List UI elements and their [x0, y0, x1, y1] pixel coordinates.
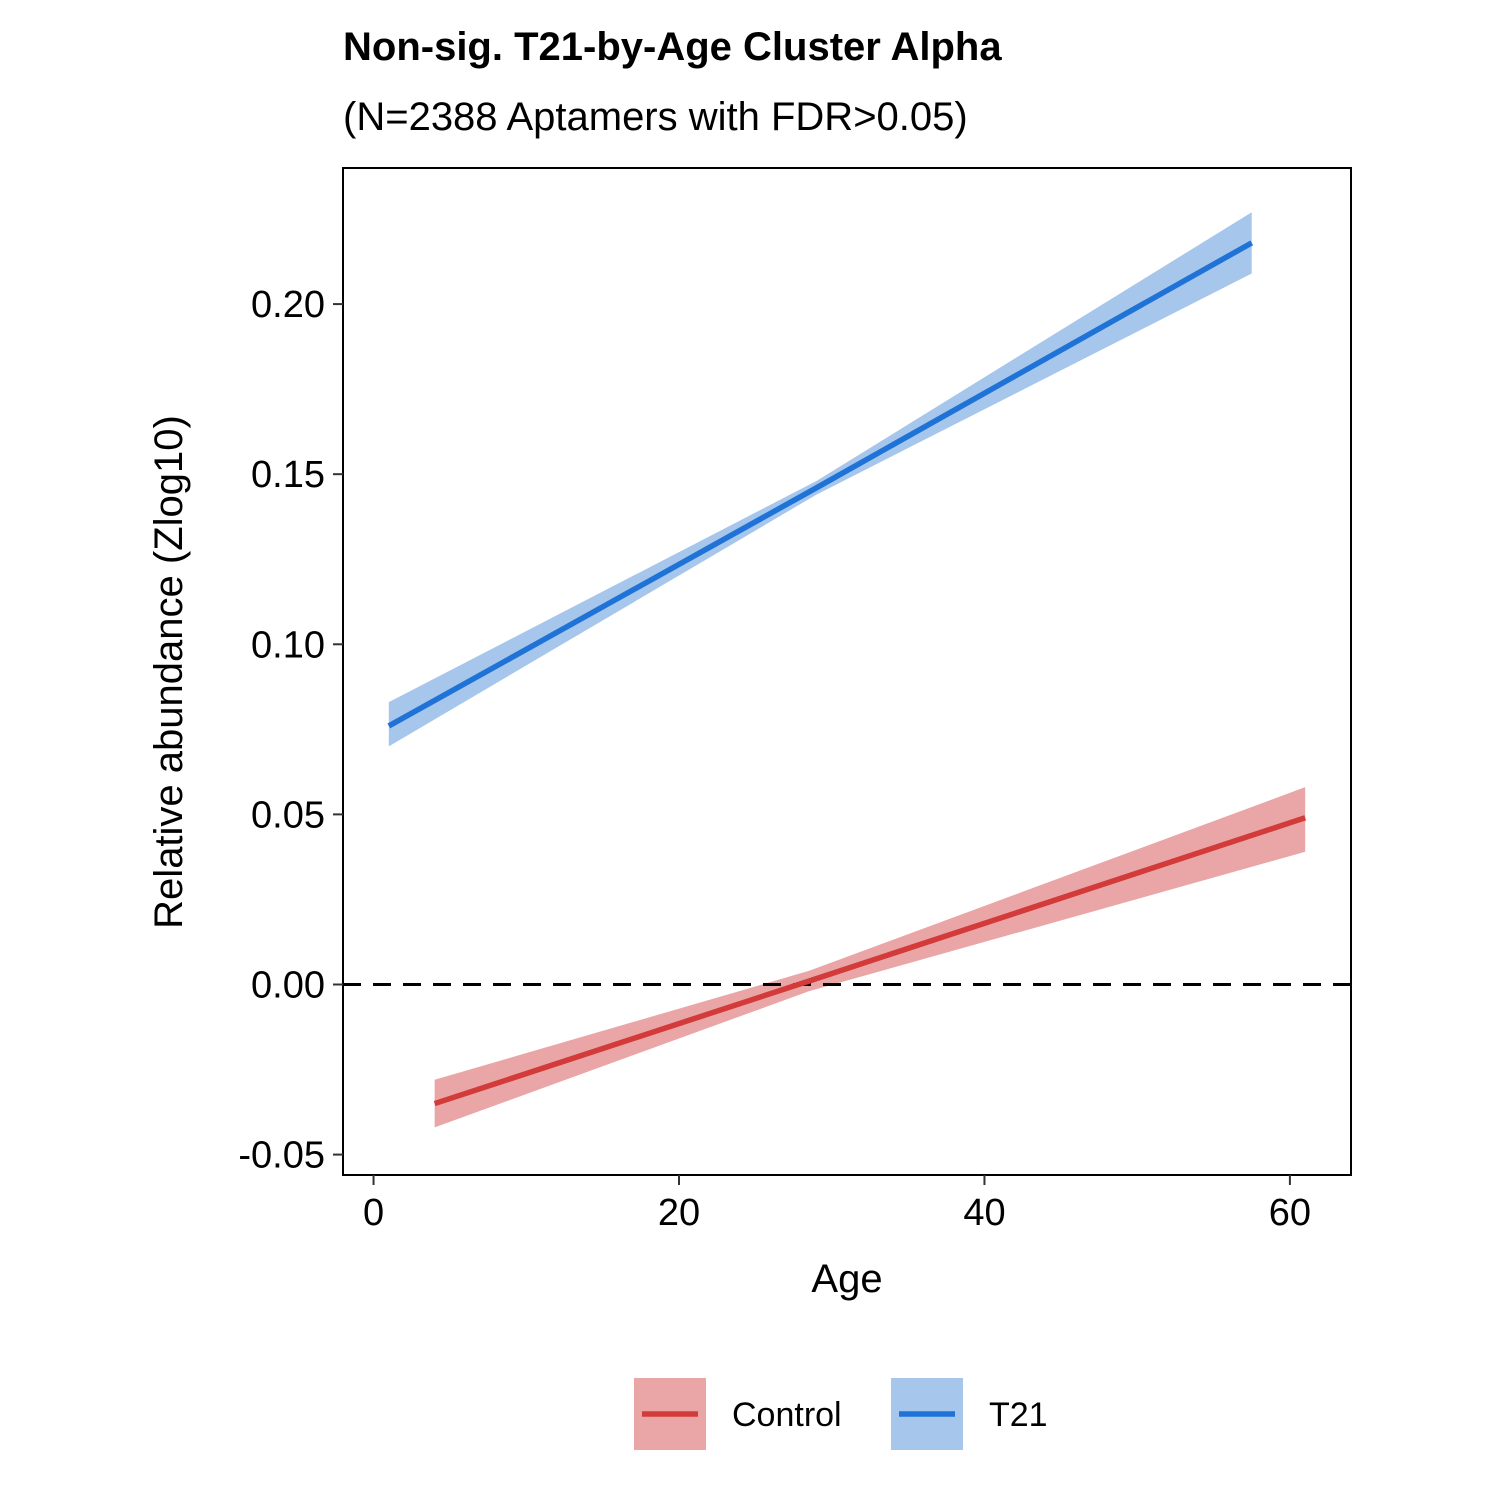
chart-subtitle: (N=2388 Aptamers with FDR>0.05) [343, 95, 968, 139]
legend-label-t21: T21 [989, 1396, 1048, 1434]
x-axis: 0 20 40 60 [363, 1175, 1311, 1234]
y-tick-label: 0.15 [251, 454, 325, 496]
legend: Control T21 [634, 1378, 1048, 1450]
legend-label-control: Control [732, 1396, 842, 1434]
y-tick-label: -0.05 [238, 1135, 325, 1177]
y-tick-label: 0.05 [251, 794, 325, 836]
control-trend-line [433, 815, 1307, 1107]
x-axis-title: Age [811, 1257, 882, 1301]
x-tick-label: 60 [1269, 1192, 1311, 1234]
y-tick-label: 0.00 [251, 964, 325, 1006]
series-lines [387, 240, 1307, 1107]
chart-title: Non-sig. T21-by-Age Cluster Alpha [343, 25, 1002, 69]
y-tick-label: 0.20 [251, 284, 325, 326]
y-tick-label: 0.10 [251, 624, 325, 666]
t21-trend-line [387, 240, 1254, 729]
confidence-ribbons [388, 212, 1306, 1128]
plot-panel-border [342, 167, 1352, 1176]
control-confidence-ribbon [434, 787, 1306, 1128]
x-tick-label: 0 [363, 1192, 384, 1234]
y-axis-title: Relative abundance (Zlog10) [147, 415, 191, 929]
y-axis: -0.05 0.00 0.05 0.10 0.15 0.20 [238, 284, 343, 1177]
x-tick-label: 40 [963, 1192, 1005, 1234]
t21-confidence-ribbon [388, 212, 1252, 747]
x-tick-label: 20 [658, 1192, 700, 1234]
